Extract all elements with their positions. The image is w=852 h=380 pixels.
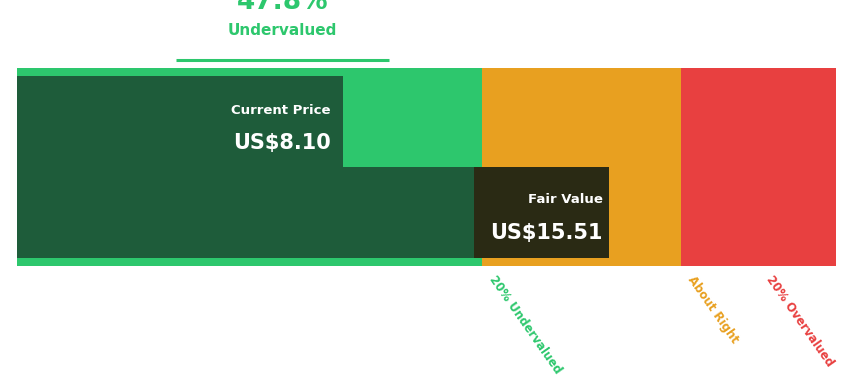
Bar: [474, 167, 608, 258]
Bar: [681, 68, 835, 266]
Text: 47.8%: 47.8%: [236, 0, 328, 15]
Bar: [17, 76, 343, 167]
Text: Current Price: Current Price: [231, 105, 331, 117]
Text: 20% Overvalued: 20% Overvalued: [763, 274, 835, 369]
Text: US$8.10: US$8.10: [233, 133, 331, 153]
Text: 20% Undervalued: 20% Undervalued: [486, 274, 563, 377]
Text: Undervalued: Undervalued: [227, 23, 337, 38]
Text: Fair Value: Fair Value: [527, 193, 602, 206]
Bar: [17, 68, 481, 266]
Text: About Right: About Right: [684, 274, 740, 346]
Text: US$15.51: US$15.51: [490, 223, 602, 243]
Bar: [481, 68, 681, 266]
Bar: [17, 167, 481, 258]
